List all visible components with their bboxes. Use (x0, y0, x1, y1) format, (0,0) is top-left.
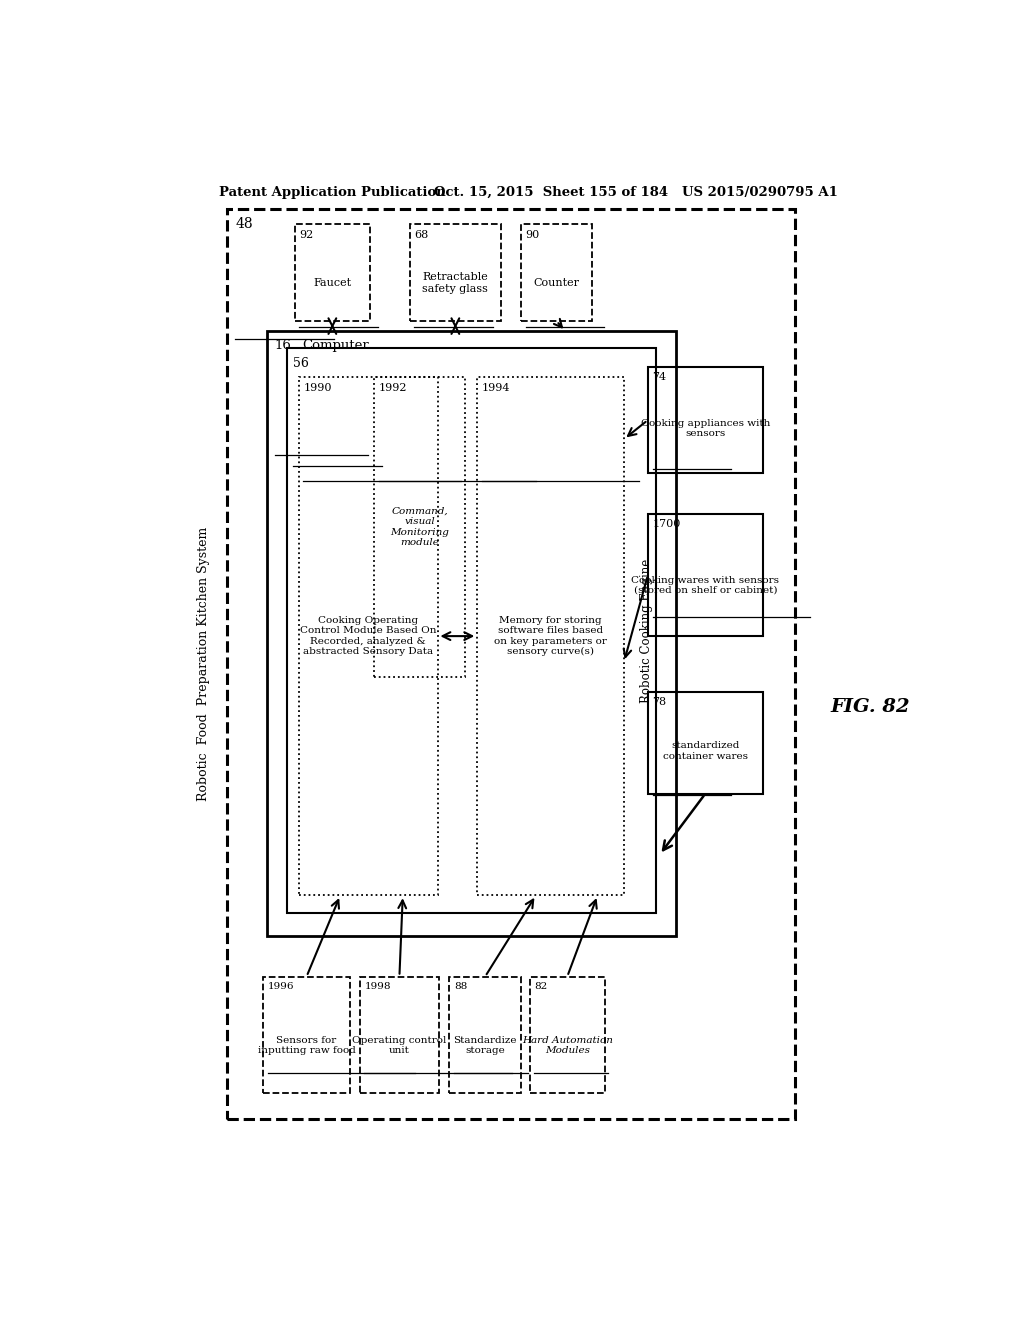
Bar (263, 977, 350, 1093)
Text: Memory for storing
software files based
on key parameters or
sensory curve(s): Memory for storing software files based … (495, 616, 607, 656)
Bar (477, 378, 624, 895)
Text: Standardize
storage: Standardize storage (454, 1035, 517, 1055)
Text: Counter: Counter (534, 279, 580, 288)
Text: Cooking appliances with
sensors: Cooking appliances with sensors (641, 418, 770, 438)
Text: 90: 90 (525, 230, 540, 239)
Text: 48: 48 (236, 218, 253, 231)
Bar (410, 224, 501, 321)
Text: Oct. 15, 2015  Sheet 155 of 184   US 2015/0290795 A1: Oct. 15, 2015 Sheet 155 of 184 US 2015/0… (433, 186, 838, 199)
Text: 92: 92 (299, 230, 313, 239)
Text: Hard Automation
Modules: Hard Automation Modules (522, 1035, 612, 1055)
Text: 1996: 1996 (267, 982, 294, 991)
Text: standardized
container wares: standardized container wares (663, 742, 748, 760)
Text: Retractable
safety glass: Retractable safety glass (423, 272, 488, 294)
Text: 1998: 1998 (365, 982, 391, 991)
Text: 82: 82 (535, 982, 548, 991)
Text: 88: 88 (455, 982, 467, 991)
Bar (529, 977, 605, 1093)
Text: 1992: 1992 (379, 383, 408, 393)
Bar (299, 378, 437, 895)
Text: Operating control
unit: Operating control unit (352, 1035, 446, 1055)
Bar (359, 977, 439, 1093)
Text: 78: 78 (652, 697, 667, 708)
Text: Cooking Operating
Control Module Based On
Recorded, analyzed &
abstracted Sensor: Cooking Operating Control Module Based O… (300, 616, 436, 656)
Text: 1700: 1700 (652, 519, 681, 529)
Bar (374, 378, 465, 677)
Text: Command,
visual
Monitoring
module: Command, visual Monitoring module (390, 507, 450, 546)
Text: Robotic Cooking Engine: Robotic Cooking Engine (640, 558, 652, 702)
Bar (267, 331, 676, 936)
Bar (227, 210, 795, 1119)
Bar (648, 367, 763, 474)
Bar (450, 977, 521, 1093)
Text: Cooking wares with sensors
(stored on shelf or cabinet): Cooking wares with sensors (stored on sh… (632, 576, 779, 595)
Text: Computer: Computer (303, 339, 370, 352)
Text: Robotic  Food  Preparation Kitchen System: Robotic Food Preparation Kitchen System (197, 527, 210, 801)
Bar (287, 348, 655, 912)
Text: Sensors for
inputting raw food: Sensors for inputting raw food (258, 1035, 355, 1055)
Text: 1990: 1990 (303, 383, 332, 393)
Text: 1994: 1994 (482, 383, 510, 393)
Text: Patent Application Publication: Patent Application Publication (219, 186, 446, 199)
Bar (295, 224, 370, 321)
Bar (648, 513, 763, 636)
Text: 74: 74 (652, 372, 667, 381)
Text: 68: 68 (415, 230, 429, 239)
Text: Faucet: Faucet (313, 279, 351, 288)
Text: 16: 16 (274, 339, 292, 352)
Text: FIG. 82: FIG. 82 (830, 698, 910, 717)
Bar (521, 224, 592, 321)
Bar (648, 692, 763, 793)
Text: 56: 56 (293, 356, 309, 370)
